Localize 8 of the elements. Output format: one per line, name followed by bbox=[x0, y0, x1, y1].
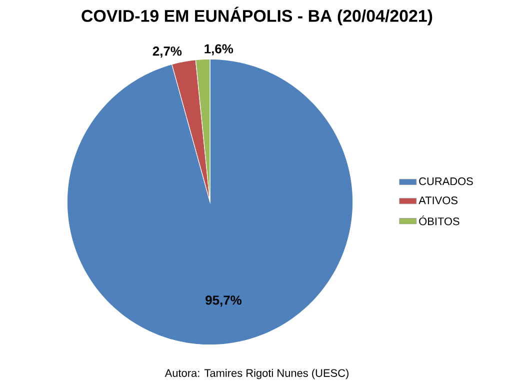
data-label: 1,6% bbox=[204, 44, 234, 56]
legend-label: ATIVOS bbox=[418, 196, 458, 204]
text: Autora: Tamires Rigoti Nunes (UESC) bbox=[164, 368, 348, 380]
data-label: 2,7% bbox=[152, 46, 182, 58]
legend-label: ÓBITOS bbox=[419, 216, 460, 226]
legend-label: CURADOS bbox=[419, 177, 473, 186]
data-label: 95,7% bbox=[206, 296, 242, 307]
chart-title: COVID-19 EM EUNÁPOLIS - BA (20/04/2021) bbox=[82, 6, 432, 26]
